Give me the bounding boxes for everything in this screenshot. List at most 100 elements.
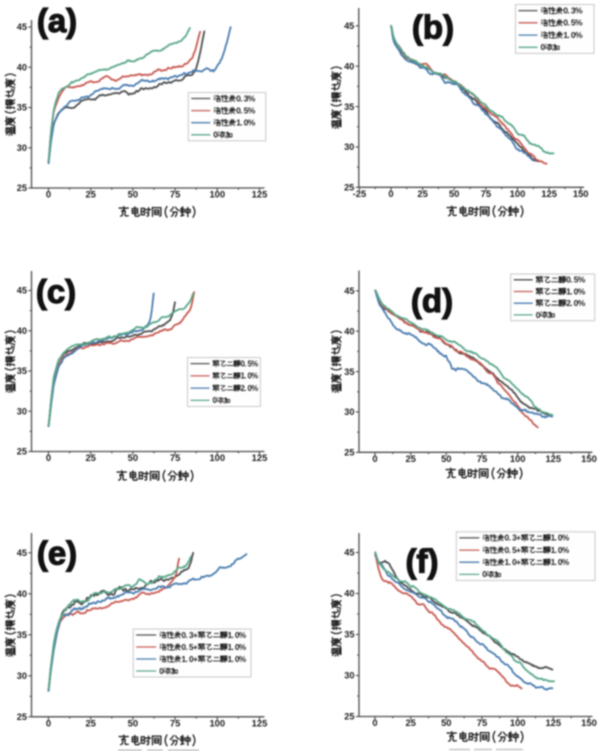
svg-text:(e): (e) bbox=[37, 535, 77, 572]
svg-text:100: 100 bbox=[510, 188, 526, 199]
svg-text:35: 35 bbox=[344, 367, 354, 377]
svg-text:-25: -25 bbox=[353, 188, 367, 199]
svg-text:1. 0%: 1. 0% bbox=[551, 533, 570, 543]
svg-text:50: 50 bbox=[441, 717, 451, 728]
svg-text:25: 25 bbox=[344, 448, 354, 458]
svg-text:100: 100 bbox=[510, 453, 526, 464]
svg-text:25: 25 bbox=[17, 712, 27, 722]
svg-text:0: 0 bbox=[536, 310, 541, 320]
svg-text:0: 0 bbox=[46, 717, 51, 728]
svg-text:0: 0 bbox=[46, 452, 51, 463]
svg-text:0. 3+: 0. 3+ bbox=[181, 630, 198, 640]
svg-text:0: 0 bbox=[159, 666, 164, 676]
svg-text:0. 5+: 0. 5+ bbox=[181, 642, 198, 652]
svg-text:50: 50 bbox=[128, 717, 138, 728]
svg-text:30: 30 bbox=[17, 671, 27, 681]
svg-text:40: 40 bbox=[17, 589, 27, 599]
svg-text:35: 35 bbox=[344, 102, 354, 112]
svg-text:25: 25 bbox=[17, 183, 27, 193]
svg-text:45: 45 bbox=[344, 286, 354, 296]
svg-text:40: 40 bbox=[17, 62, 27, 72]
svg-text:75: 75 bbox=[170, 452, 180, 463]
svg-text:25: 25 bbox=[17, 447, 27, 457]
svg-text:1. 0+: 1. 0+ bbox=[181, 654, 198, 664]
svg-text:45: 45 bbox=[344, 21, 354, 31]
svg-text:45: 45 bbox=[17, 22, 27, 32]
svg-text:0. 3+: 0. 3+ bbox=[505, 533, 522, 543]
svg-text:125: 125 bbox=[545, 453, 561, 464]
svg-text:25: 25 bbox=[405, 453, 415, 464]
svg-text:35: 35 bbox=[17, 630, 27, 640]
svg-text:1. 0%: 1. 0% bbox=[551, 557, 570, 567]
svg-text:25: 25 bbox=[85, 189, 95, 200]
svg-text:25: 25 bbox=[417, 188, 427, 199]
svg-text:25: 25 bbox=[405, 717, 415, 728]
svg-text:75: 75 bbox=[477, 717, 487, 728]
svg-text:1. 0%: 1. 0% bbox=[563, 30, 583, 40]
svg-text:1. 0%: 1. 0% bbox=[228, 642, 247, 652]
svg-text:1. 0%: 1. 0% bbox=[241, 372, 259, 381]
svg-text:150: 150 bbox=[581, 453, 597, 464]
svg-text:150: 150 bbox=[581, 717, 597, 728]
svg-text:0: 0 bbox=[213, 130, 218, 140]
svg-text:45: 45 bbox=[17, 286, 27, 296]
svg-text:40: 40 bbox=[344, 589, 354, 599]
svg-text:30: 30 bbox=[344, 407, 354, 417]
svg-text:30: 30 bbox=[17, 143, 27, 153]
svg-text:(b): (b) bbox=[412, 9, 454, 46]
svg-text:75: 75 bbox=[170, 189, 180, 200]
svg-text:25: 25 bbox=[85, 452, 95, 463]
svg-text:125: 125 bbox=[252, 452, 268, 463]
svg-text:30: 30 bbox=[344, 142, 354, 152]
svg-text:75: 75 bbox=[481, 188, 491, 199]
svg-text:50: 50 bbox=[441, 453, 451, 464]
svg-text:2. 0%: 2. 0% bbox=[241, 384, 259, 393]
svg-text:0: 0 bbox=[388, 188, 393, 199]
svg-text:40: 40 bbox=[344, 62, 354, 72]
svg-text:0: 0 bbox=[213, 396, 218, 405]
svg-text:(f): (f) bbox=[406, 543, 439, 580]
svg-text:0: 0 bbox=[372, 453, 377, 464]
svg-text:50: 50 bbox=[128, 452, 138, 463]
svg-text:25: 25 bbox=[85, 717, 95, 728]
svg-text:45: 45 bbox=[344, 548, 354, 558]
svg-text:35: 35 bbox=[17, 103, 27, 113]
svg-text:(d): (d) bbox=[411, 282, 453, 319]
svg-text:0: 0 bbox=[46, 189, 51, 200]
svg-text:1. 0%: 1. 0% bbox=[566, 286, 586, 296]
svg-text:0: 0 bbox=[482, 569, 487, 579]
svg-text:40: 40 bbox=[17, 326, 27, 336]
svg-text:0. 5%: 0. 5% bbox=[236, 106, 256, 116]
svg-text:30: 30 bbox=[17, 406, 27, 416]
svg-text:0. 3%: 0. 3% bbox=[563, 6, 583, 16]
svg-text:0. 3%: 0. 3% bbox=[236, 93, 256, 103]
svg-text:150: 150 bbox=[573, 188, 589, 199]
svg-text:100: 100 bbox=[209, 717, 225, 728]
svg-text:25: 25 bbox=[344, 712, 354, 722]
svg-text:75: 75 bbox=[170, 717, 180, 728]
svg-text:(a): (a) bbox=[37, 2, 77, 39]
svg-text:35: 35 bbox=[344, 630, 354, 640]
svg-text:25: 25 bbox=[344, 183, 354, 193]
svg-text:1. 0%: 1. 0% bbox=[236, 118, 256, 128]
svg-text:125: 125 bbox=[252, 189, 268, 200]
svg-text:100: 100 bbox=[510, 717, 526, 728]
svg-text:125: 125 bbox=[252, 717, 268, 728]
svg-text:1. 0+: 1. 0+ bbox=[505, 557, 522, 567]
svg-text:125: 125 bbox=[541, 188, 557, 199]
svg-text:30: 30 bbox=[344, 671, 354, 681]
svg-text:1. 0%: 1. 0% bbox=[228, 654, 247, 664]
svg-text:0. 5%: 0. 5% bbox=[241, 359, 259, 368]
svg-text:75: 75 bbox=[477, 453, 487, 464]
svg-text:100: 100 bbox=[209, 452, 225, 463]
svg-text:0. 5%: 0. 5% bbox=[566, 275, 586, 285]
svg-text:50: 50 bbox=[128, 189, 138, 200]
svg-text:1. 0%: 1. 0% bbox=[228, 630, 247, 640]
svg-text:100: 100 bbox=[209, 189, 225, 200]
svg-text:(c): (c) bbox=[36, 273, 76, 310]
svg-text:0: 0 bbox=[541, 42, 546, 52]
svg-text:50: 50 bbox=[449, 188, 459, 199]
svg-text:35: 35 bbox=[17, 366, 27, 376]
svg-text:40: 40 bbox=[344, 326, 354, 336]
svg-text:125: 125 bbox=[545, 717, 561, 728]
